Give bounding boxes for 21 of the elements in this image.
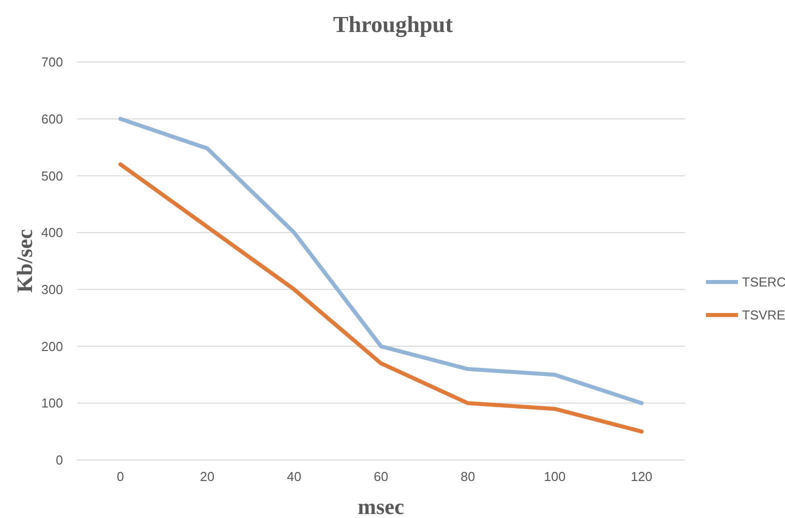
line-series — [118, 162, 644, 434]
y-tick-label: 100 — [41, 396, 63, 411]
legend-label: TSVRE — [742, 308, 785, 323]
line-series — [118, 116, 644, 406]
y-tick-label: 500 — [41, 168, 63, 184]
x-tick-label: 20 — [200, 469, 215, 484]
y-tick-label: 600 — [41, 111, 63, 126]
y-tick-label: 200 — [41, 338, 63, 354]
y-tick-label: 400 — [41, 225, 63, 240]
x-tick-label: 0 — [116, 469, 124, 484]
x-tick-label: 120 — [630, 469, 652, 484]
y-tick-label: 300 — [41, 282, 63, 297]
x-tick-label: 80 — [460, 469, 476, 484]
y-tick-label: 0 — [56, 452, 63, 468]
x-tick-label: 40 — [286, 469, 302, 484]
x-axis-title: msec — [358, 494, 404, 518]
y-tick-label: 700 — [41, 54, 63, 70]
x-tick-label: 60 — [374, 469, 388, 484]
x-tick-label: 100 — [544, 469, 566, 484]
y-axis-title: Kb/sec — [12, 228, 37, 293]
chart-title: Throughput — [333, 12, 454, 38]
